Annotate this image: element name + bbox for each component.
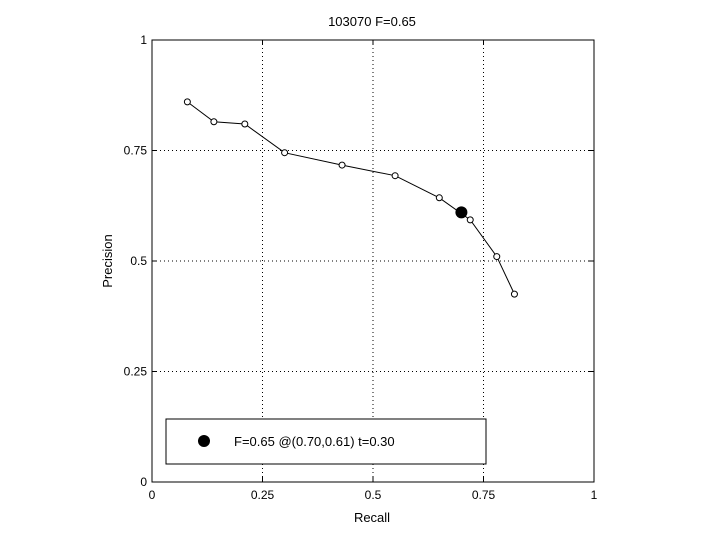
grid-lines [152,40,594,482]
data-point [281,149,289,157]
data-point [435,194,443,202]
x-tick-label: 0.25 [251,488,275,502]
data-point [241,120,249,128]
legend-box [165,418,487,465]
data-point [183,98,191,106]
x-tick-label: 0 [149,488,156,502]
data-point [210,118,218,126]
y-tick-label: 1 [140,33,147,47]
series-line [187,101,515,295]
axis-ticks: 0 0.25 0.5 0.75 1 0 0.25 0.5 0.75 1 [124,33,598,502]
data-point [466,216,474,224]
data-point [510,290,518,298]
data-point [391,172,399,180]
best-f-point [455,206,468,219]
chart-title: 103070 F=0.65 [328,14,416,29]
y-axis-label: Precision [100,234,115,287]
x-axis-label: Recall [354,510,390,525]
y-tick-label: 0.25 [124,365,148,379]
legend: F=0.65 @(0.70,0.61) t=0.30 [165,418,487,465]
y-tick-label: 0.75 [124,144,148,158]
x-tick-label: 0.5 [365,488,382,502]
data-point [493,253,501,261]
data-point [338,161,346,169]
x-tick-label: 1 [591,488,598,502]
y-tick-label: 0.5 [130,254,147,268]
legend-marker [198,435,210,447]
highlight-layer [455,206,468,219]
series-layer [183,98,518,298]
legend-entry: F=0.65 @(0.70,0.61) t=0.30 [234,434,395,449]
y-tick-label: 0 [140,475,147,489]
x-tick-label: 0.75 [472,488,496,502]
